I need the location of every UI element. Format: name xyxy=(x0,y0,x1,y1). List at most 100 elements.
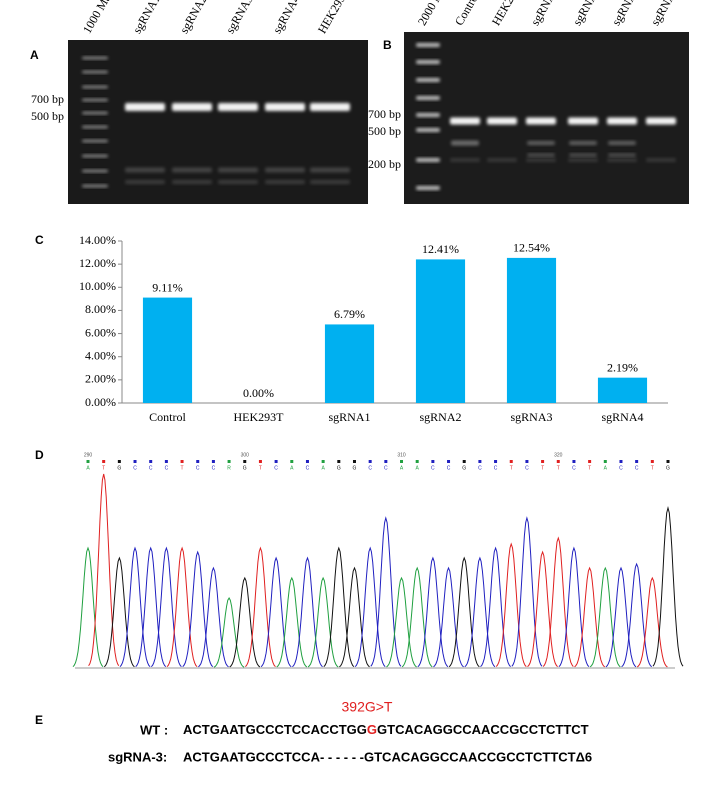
base-marker xyxy=(290,460,294,463)
base-call: A xyxy=(604,465,608,471)
base-call: A xyxy=(86,465,90,471)
base-marker xyxy=(572,460,576,463)
base-call: G xyxy=(353,465,357,471)
band xyxy=(82,125,108,129)
band xyxy=(416,43,440,47)
base-call: C xyxy=(149,465,153,471)
trace-peak xyxy=(119,546,151,668)
bar xyxy=(597,377,648,403)
trace-peak xyxy=(72,546,104,668)
size-label: 700 bp xyxy=(368,107,401,121)
gel-bands xyxy=(82,56,350,188)
base-marker xyxy=(635,460,639,463)
base-marker xyxy=(588,460,592,463)
lane-label: sgRNA3 xyxy=(223,0,256,36)
base-marker xyxy=(86,460,90,463)
trace-peak xyxy=(245,546,276,668)
band xyxy=(125,103,165,111)
trace-peak xyxy=(448,556,480,668)
base-marker xyxy=(211,460,215,463)
trace-peak xyxy=(150,546,182,668)
base-call: C xyxy=(196,465,200,471)
trace-peak xyxy=(354,546,386,668)
trace-peak xyxy=(213,596,245,668)
y-tick-label: 0.00% xyxy=(85,395,116,409)
x-tick-label: sgRNA2 xyxy=(419,410,461,424)
base-call: C xyxy=(494,465,498,471)
base-call: T xyxy=(541,465,544,471)
base-call: C xyxy=(572,465,576,471)
band xyxy=(310,103,350,111)
band xyxy=(568,158,598,162)
lane-label: sgRNA4 xyxy=(270,0,303,36)
x-tick-label: sgRNA1 xyxy=(328,410,370,424)
lane-label: Control xyxy=(452,0,483,28)
band xyxy=(82,70,108,74)
y-tick-label: 4.00% xyxy=(85,348,116,362)
band xyxy=(646,158,676,162)
y-tick-label: 10.00% xyxy=(79,279,116,293)
base-marker xyxy=(462,460,466,463)
seq-mutation: G xyxy=(367,722,377,737)
band xyxy=(125,180,165,184)
x-tick-label: sgRNA3 xyxy=(510,410,552,424)
bar xyxy=(324,324,375,403)
base-call: C xyxy=(619,465,623,471)
base-call: T xyxy=(651,465,654,471)
trace-peak xyxy=(276,576,308,668)
mut-label: sgRNA-3: xyxy=(108,749,167,764)
position-label: 310 xyxy=(397,452,406,458)
base-call: C xyxy=(133,465,137,471)
band xyxy=(607,117,637,125)
base-marker xyxy=(102,460,106,463)
base-marker xyxy=(117,460,121,463)
base-call: R xyxy=(227,465,231,471)
base-marker xyxy=(603,460,607,463)
base-call: G xyxy=(462,465,466,471)
trace-peak xyxy=(542,536,574,667)
trace-peak xyxy=(589,566,621,668)
base-marker xyxy=(368,460,372,463)
base-call: C xyxy=(478,465,482,471)
base-call: C xyxy=(431,465,435,471)
band xyxy=(82,111,108,115)
base-call: C xyxy=(274,465,278,471)
base-marker xyxy=(337,460,341,463)
base-marker xyxy=(352,460,356,463)
band xyxy=(526,158,556,162)
base-marker xyxy=(619,460,623,463)
trace-peak xyxy=(574,566,606,668)
band xyxy=(310,167,350,173)
bar xyxy=(506,257,557,403)
band xyxy=(218,180,258,184)
base-call: C xyxy=(525,465,529,471)
band xyxy=(172,167,212,173)
bar xyxy=(415,259,466,403)
position-label: 320 xyxy=(554,452,563,458)
band xyxy=(416,113,440,117)
trace-peak xyxy=(166,546,198,668)
trace-peak xyxy=(307,576,339,668)
trace-peak xyxy=(495,542,527,667)
band xyxy=(82,169,108,173)
base-marker xyxy=(196,460,200,463)
base-marker xyxy=(431,460,435,463)
base-call: C xyxy=(165,465,169,471)
wt-sequence: ACTGAATGCCCTCCACCTGGGGTCACAGGCCAACCGCCTC… xyxy=(183,722,589,737)
base-marker xyxy=(149,460,153,463)
trace-peak xyxy=(636,576,668,668)
base-call: C xyxy=(212,465,216,471)
band xyxy=(526,117,556,125)
lane-label: 1000 Marker xyxy=(80,0,123,36)
size-label: 500 bp xyxy=(31,109,64,123)
base-call: G xyxy=(337,465,341,471)
band xyxy=(646,117,676,125)
base-call: T xyxy=(510,465,513,471)
value-label: 12.41% xyxy=(422,242,459,256)
band xyxy=(527,153,555,157)
band xyxy=(569,153,597,157)
base-call: T xyxy=(588,465,591,471)
base-marker xyxy=(541,460,545,463)
